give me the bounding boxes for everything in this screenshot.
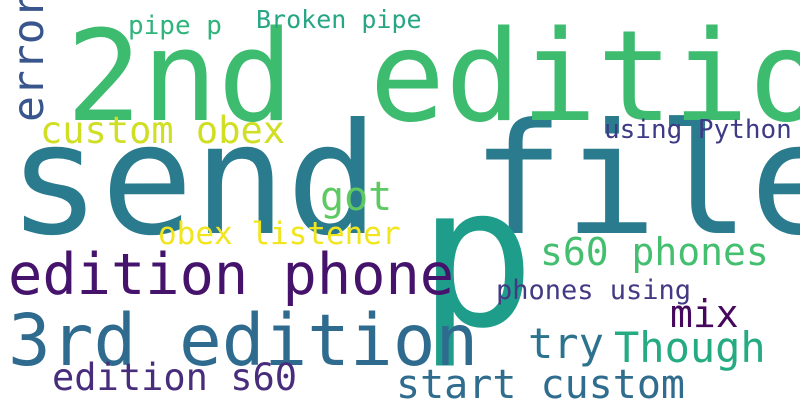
word-mix: mix — [670, 292, 739, 336]
word-using-python: using Python — [604, 115, 792, 145]
word-s60-phones: s60 phones — [540, 230, 769, 274]
word-broken-pipe: Broken pipe — [256, 5, 422, 34]
word-try: try — [528, 319, 604, 368]
word-obex-listener: obex listener — [158, 216, 401, 252]
word-send-files: send files — [8, 91, 800, 270]
word-start-custom: start custom — [396, 362, 685, 400]
word-phones-using: phones using — [496, 275, 692, 306]
word-though: Though — [614, 323, 766, 372]
word-p: p — [418, 144, 536, 371]
word-pipe-p: pipe p — [128, 11, 222, 41]
word-custom-obex: custom obex — [40, 109, 286, 152]
word-error: error — [4, 0, 54, 122]
word-edition-s60: edition s60 — [52, 356, 298, 399]
word-2nd-edition: 2nd edition — [66, 3, 800, 150]
word-3rd-edition: 3rd edition — [8, 299, 479, 382]
word-got: got — [320, 174, 393, 220]
word-edition-phone: edition phone — [8, 242, 455, 308]
